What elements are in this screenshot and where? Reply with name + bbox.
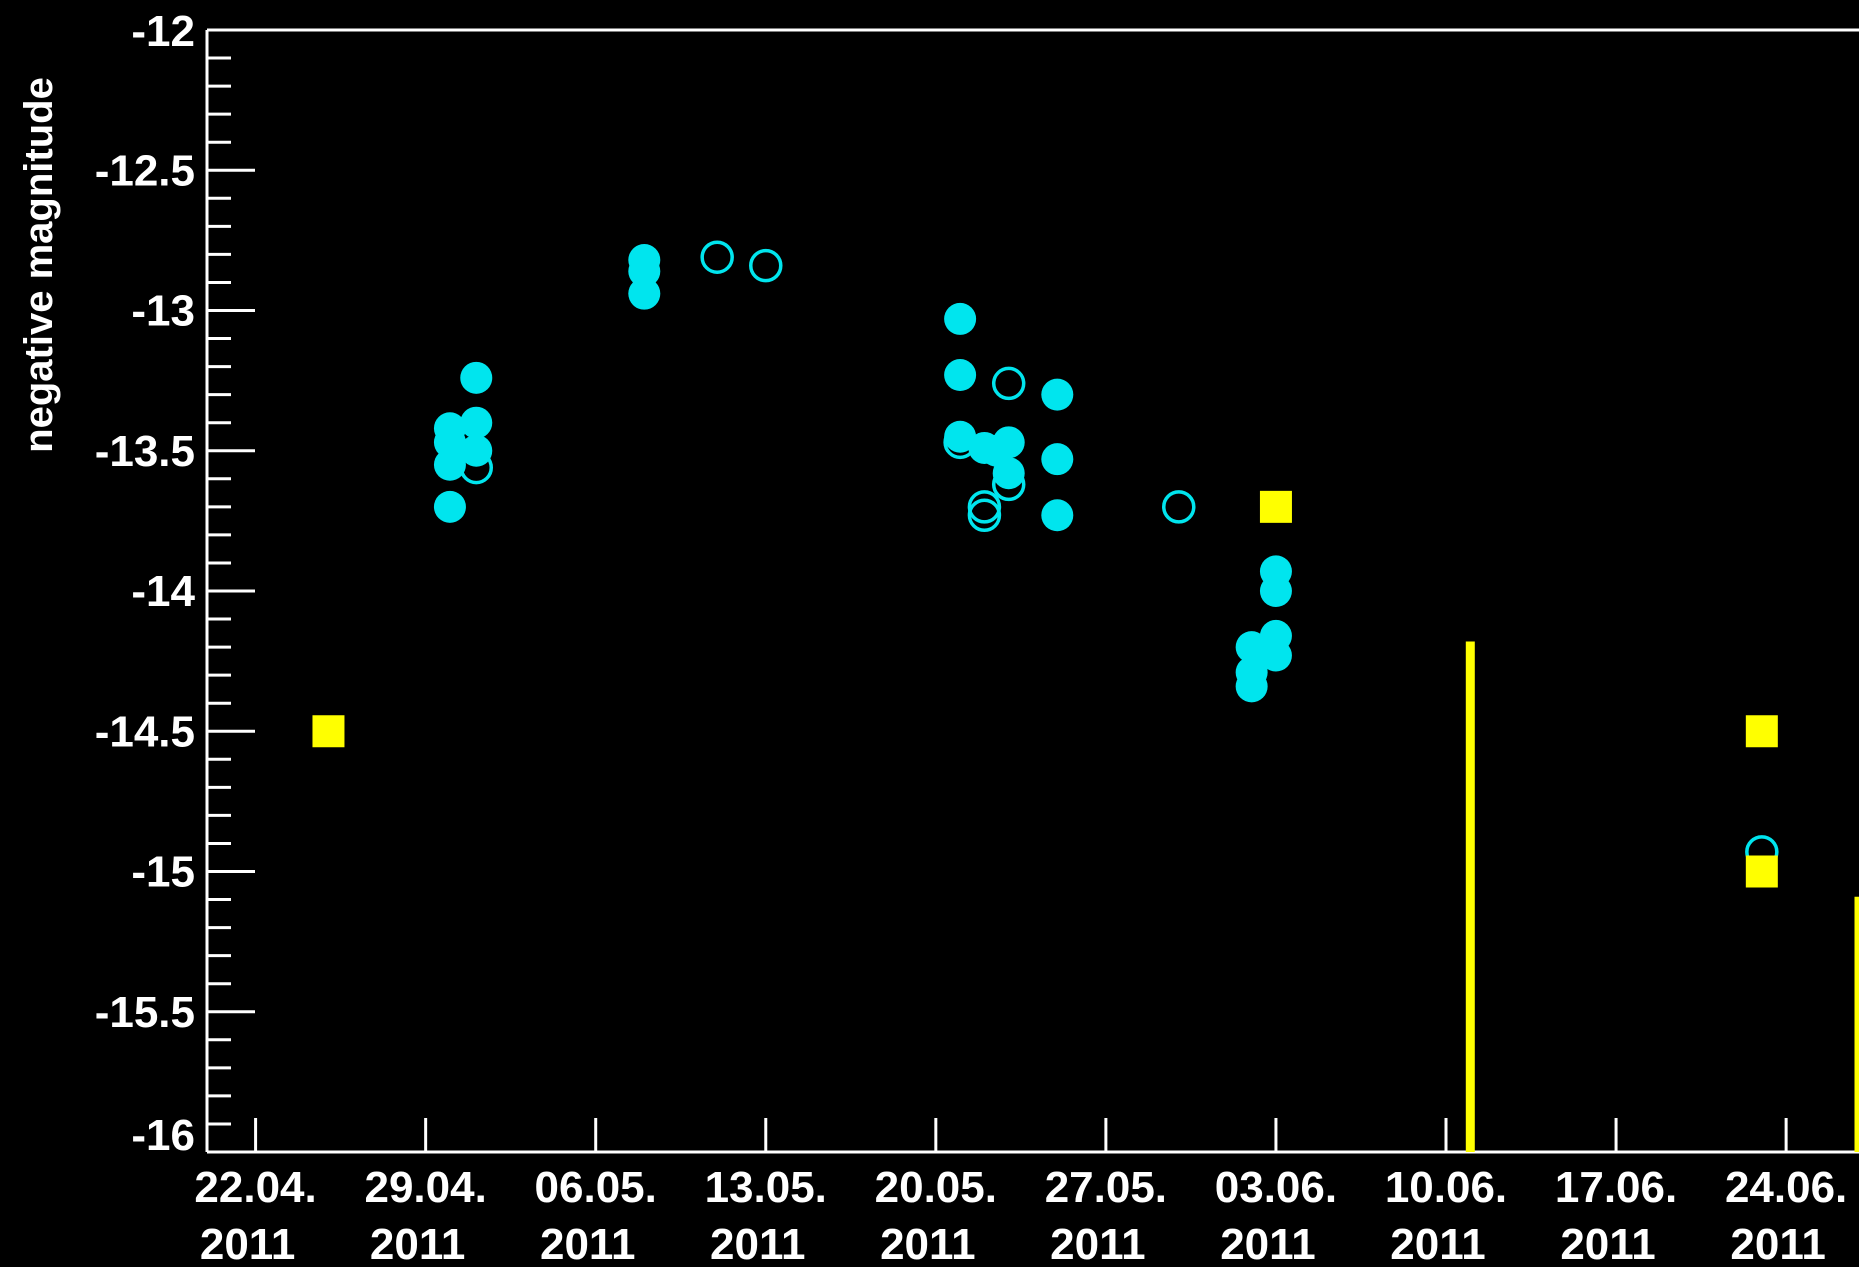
filled-circle-point [1041, 378, 1074, 411]
open-circle-point [991, 467, 1026, 502]
filled-square-point [1259, 490, 1292, 523]
x-tick-label: 22.04. [194, 1163, 316, 1212]
y-tick-label: -16 [131, 1111, 195, 1160]
x-tick-label: 10.06. [1385, 1163, 1507, 1212]
y-tick-label: -13.5 [95, 427, 195, 476]
filled-circle-point [460, 361, 493, 394]
x-tick-label: 27.05. [1045, 1163, 1167, 1212]
y-axis-ticks: -12 -12.5 -13 -13.5 -14 -14.5 -15 -15.5 -16 [95, 7, 255, 1160]
filled-square-point [312, 715, 345, 748]
filled-circle-point [628, 277, 661, 310]
filled-circle-point [1259, 639, 1292, 672]
open-circle-point [459, 450, 494, 485]
filled-circle-point [460, 406, 493, 439]
x-tick-year-label: 2011 [1050, 1220, 1145, 1267]
open-circle-point [967, 498, 1002, 533]
x-tick-label: 24.06. [1725, 1163, 1847, 1212]
y-tick-label: -14.5 [95, 707, 195, 756]
x-tick-year-label: 2011 [370, 1220, 465, 1267]
open-circle-point [991, 366, 1026, 401]
filled-circle-point [433, 490, 466, 523]
filled-circle-point [1041, 499, 1074, 532]
filled-circle-point [992, 457, 1025, 490]
x-tick-label: 13.05. [705, 1163, 827, 1212]
filled-square-point [1745, 855, 1778, 888]
y-tick-label: -14 [131, 567, 195, 616]
open-circle-point [943, 425, 977, 460]
x-tick-year-label: 2011 [200, 1220, 295, 1267]
vertical-marker-bar [1465, 641, 1475, 1152]
x-tick-label: 29.04. [364, 1163, 486, 1212]
x-axis-ticks: 22.04. 2011 29.04. 2011 06.05. 2011 13.05. 2011… [194, 1118, 1847, 1267]
y-tick-label: -15.5 [95, 988, 195, 1037]
filled-circle-point [460, 434, 493, 467]
open-circle-point [967, 490, 1002, 524]
x-tick-year-label: 2011 [1220, 1220, 1315, 1267]
x-tick-label: 03.06. [1215, 1163, 1337, 1212]
y-tick-label: -13 [131, 287, 195, 336]
x-tick-label: 17.06. [1555, 1163, 1677, 1212]
x-tick-year-label: 2011 [1560, 1220, 1655, 1267]
y-tick-label: -15 [131, 848, 195, 897]
filled-circle-point [1235, 631, 1268, 664]
filled-circle-point [944, 359, 977, 392]
x-tick-label: 06.05. [535, 1163, 657, 1212]
filled-circle-point [1235, 670, 1268, 703]
x-tick-label: 20.05. [875, 1163, 997, 1212]
filled-circle-point [433, 426, 466, 459]
x-tick-year-label: 2011 [1730, 1220, 1825, 1267]
vertical-marker-bar [1854, 896, 1859, 1152]
x-tick-year-label: 2011 [710, 1220, 805, 1267]
filled-circle-point [992, 426, 1025, 459]
filled-circle-point [944, 302, 977, 335]
open-circle-point [749, 248, 783, 283]
filled-square-point [1745, 715, 1778, 748]
y-tick-label: -12 [131, 7, 195, 56]
y-axis-label: negative magnitude [17, 77, 61, 453]
x-tick-year-label: 2011 [1390, 1220, 1485, 1267]
filled-circle-point [628, 255, 661, 288]
y-tick-label: -12.5 [95, 146, 195, 195]
vertical-markers [1465, 641, 1859, 1152]
filled-circle-point [433, 448, 466, 481]
x-tick-year-label: 2011 [540, 1220, 635, 1267]
filled-circle-point [1041, 443, 1074, 476]
x-tick-year-label: 2011 [880, 1220, 975, 1267]
open-circle-point [1162, 490, 1196, 524]
open-circle-point [700, 240, 734, 274]
filled-circle-point [1259, 575, 1292, 607]
data-points [312, 240, 1779, 888]
